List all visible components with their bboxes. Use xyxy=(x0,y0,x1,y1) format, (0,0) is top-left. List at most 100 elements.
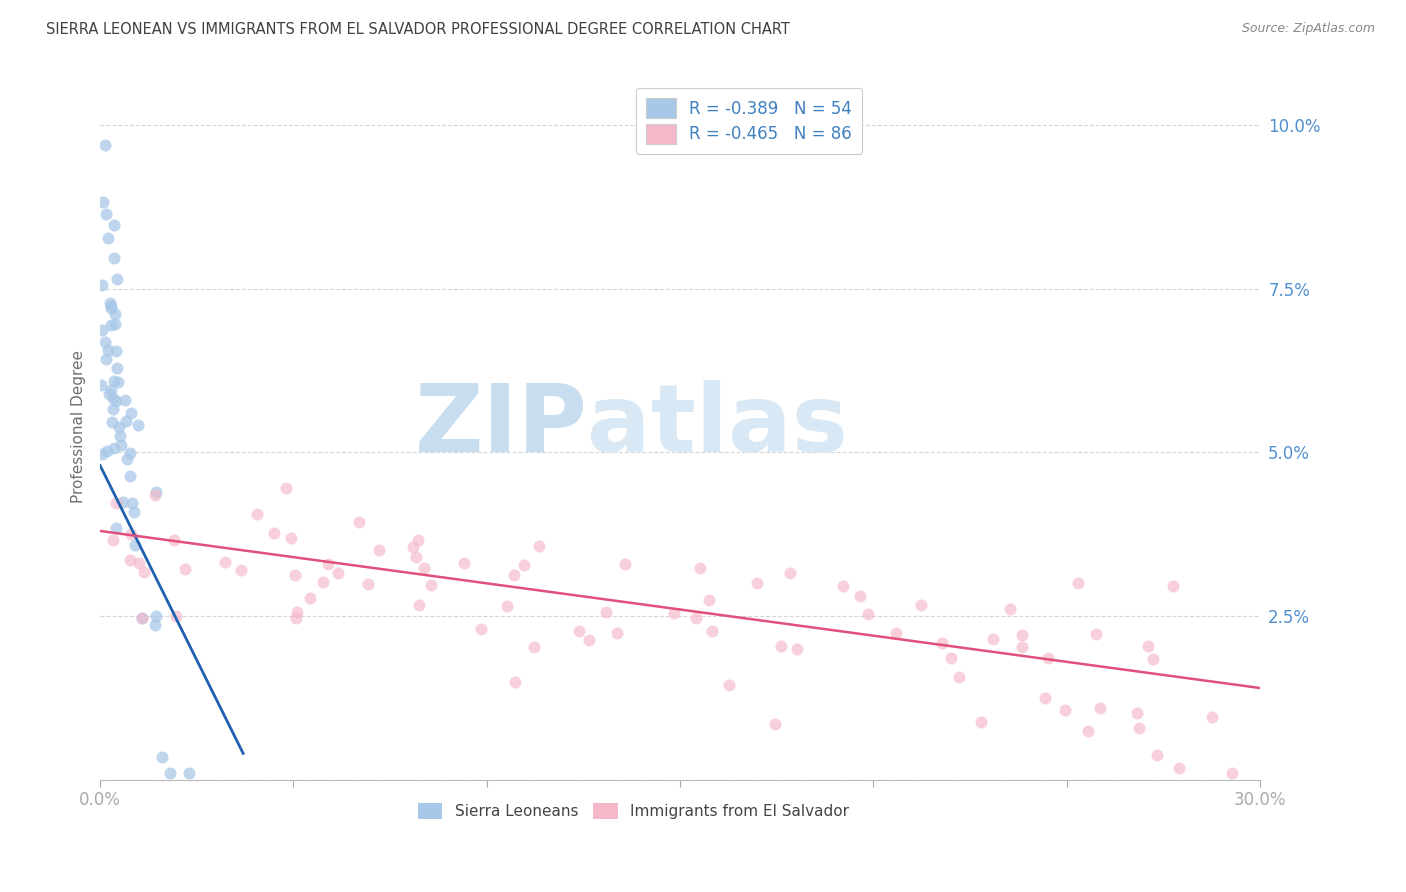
Point xyxy=(108,429,131,443)
Point xyxy=(884,625,907,640)
Point xyxy=(97,386,120,401)
Point xyxy=(104,318,127,332)
Point xyxy=(118,469,141,483)
Point xyxy=(163,533,186,548)
Point xyxy=(470,623,492,637)
Point xyxy=(100,299,122,313)
Point xyxy=(981,632,1004,646)
Point xyxy=(105,344,128,359)
Point xyxy=(948,670,970,684)
Point xyxy=(104,521,127,535)
Point xyxy=(96,444,118,458)
Point xyxy=(285,611,308,625)
Point xyxy=(124,538,146,552)
Point xyxy=(939,651,962,665)
Point xyxy=(105,394,128,409)
Point xyxy=(689,561,711,575)
Point xyxy=(97,343,120,357)
Point xyxy=(614,558,637,572)
Point xyxy=(1090,701,1112,715)
Point xyxy=(779,566,801,581)
Point xyxy=(527,539,550,553)
Point xyxy=(143,488,166,502)
Point xyxy=(1011,628,1033,642)
Point xyxy=(931,636,953,650)
Legend: Sierra Leoneans, Immigrants from El Salvador: Sierra Leoneans, Immigrants from El Salv… xyxy=(412,797,855,825)
Point xyxy=(90,377,112,392)
Point xyxy=(105,272,128,286)
Point xyxy=(91,278,114,293)
Point xyxy=(747,575,769,590)
Point xyxy=(717,677,740,691)
Point xyxy=(685,611,707,625)
Point xyxy=(105,360,128,375)
Point xyxy=(1220,766,1243,780)
Point xyxy=(177,766,200,780)
Point xyxy=(848,590,870,604)
Point xyxy=(274,481,297,495)
Point xyxy=(165,609,187,624)
Point xyxy=(90,323,112,337)
Point xyxy=(103,251,125,265)
Point xyxy=(606,626,628,640)
Point xyxy=(101,391,124,405)
Point xyxy=(120,527,142,541)
Point xyxy=(100,301,122,315)
Point xyxy=(98,295,121,310)
Point xyxy=(118,446,141,460)
Point xyxy=(1201,710,1223,724)
Point xyxy=(93,195,115,210)
Point xyxy=(229,563,252,577)
Point xyxy=(110,438,132,452)
Point xyxy=(453,556,475,570)
Point xyxy=(280,531,302,545)
Text: Source: ZipAtlas.com: Source: ZipAtlas.com xyxy=(1241,22,1375,36)
Point xyxy=(367,543,389,558)
Point xyxy=(1126,706,1149,720)
Point xyxy=(134,565,156,579)
Point xyxy=(1137,639,1160,653)
Point xyxy=(1142,652,1164,666)
Point xyxy=(101,401,124,416)
Point xyxy=(114,414,136,428)
Point xyxy=(503,674,526,689)
Text: ZIP: ZIP xyxy=(415,380,588,472)
Point xyxy=(90,448,112,462)
Point xyxy=(406,533,429,547)
Point xyxy=(128,557,150,571)
Point xyxy=(1161,579,1184,593)
Point xyxy=(786,642,808,657)
Point xyxy=(143,618,166,632)
Point xyxy=(103,374,125,388)
Text: atlas: atlas xyxy=(588,380,848,472)
Point xyxy=(357,577,380,591)
Point xyxy=(419,578,441,592)
Point xyxy=(405,550,427,565)
Point xyxy=(503,567,526,582)
Point xyxy=(115,452,138,467)
Point xyxy=(285,605,308,619)
Point xyxy=(299,591,322,605)
Point xyxy=(97,231,120,245)
Point xyxy=(1077,724,1099,739)
Point xyxy=(100,318,122,333)
Point xyxy=(1011,640,1033,655)
Point xyxy=(578,633,600,648)
Point xyxy=(159,766,181,780)
Point xyxy=(858,607,880,622)
Point xyxy=(100,384,122,398)
Point xyxy=(402,540,425,554)
Point xyxy=(998,601,1021,615)
Point xyxy=(523,640,546,654)
Point xyxy=(93,138,115,153)
Point xyxy=(1067,576,1090,591)
Point xyxy=(103,441,125,455)
Point xyxy=(1033,690,1056,705)
Point xyxy=(664,606,686,620)
Point xyxy=(595,606,617,620)
Point xyxy=(284,567,307,582)
Point xyxy=(1146,748,1168,763)
Point xyxy=(131,611,153,625)
Point xyxy=(318,558,340,572)
Point xyxy=(699,592,721,607)
